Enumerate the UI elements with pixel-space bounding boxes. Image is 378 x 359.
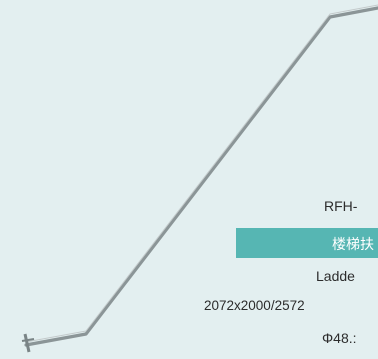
product-dimensions: 2072x2000/2572 xyxy=(204,298,305,313)
product-code: RFH- xyxy=(324,198,358,214)
end-clamp-icon xyxy=(21,333,35,353)
product-name-cn: 楼梯扶 xyxy=(332,236,374,252)
product-name-en: Ladde xyxy=(316,268,355,284)
handrail-highlight xyxy=(25,4,378,343)
product-name-bar: 楼梯扶 xyxy=(236,228,378,258)
handrail-tube xyxy=(24,6,378,347)
pipe-diameter: Φ48.: xyxy=(322,330,357,346)
